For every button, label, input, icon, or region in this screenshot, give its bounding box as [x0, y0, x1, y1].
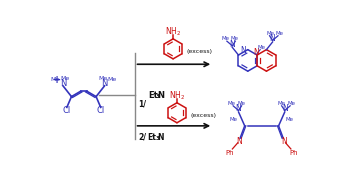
- Text: (excess): (excess): [187, 50, 213, 54]
- Text: Cl: Cl: [63, 106, 71, 115]
- Text: NH$_2$: NH$_2$: [169, 90, 185, 102]
- Text: N: N: [236, 137, 242, 146]
- Text: (excess): (excess): [191, 113, 217, 118]
- Text: N: N: [158, 91, 165, 100]
- Text: Me: Me: [98, 76, 108, 81]
- Text: Ph: Ph: [225, 150, 234, 156]
- Text: Me: Me: [230, 117, 238, 122]
- Text: N: N: [240, 46, 246, 55]
- Text: N: N: [102, 79, 108, 88]
- Text: 3: 3: [155, 94, 159, 99]
- Text: Me: Me: [288, 101, 296, 106]
- Text: Et: Et: [149, 91, 158, 100]
- Text: N: N: [270, 34, 275, 43]
- Text: Et: Et: [148, 133, 156, 142]
- Text: 1/: 1/: [139, 100, 146, 109]
- Text: Me: Me: [51, 77, 60, 82]
- Text: 3: 3: [155, 136, 159, 141]
- Text: Me: Me: [258, 45, 266, 50]
- Text: NH$_2$: NH$_2$: [165, 26, 181, 38]
- Text: Me: Me: [60, 76, 69, 81]
- Text: N: N: [281, 137, 287, 146]
- Text: N: N: [229, 40, 235, 49]
- Text: Ph: Ph: [290, 150, 298, 156]
- Text: Me: Me: [275, 31, 284, 36]
- Text: +: +: [53, 75, 61, 85]
- Text: Me: Me: [221, 36, 229, 41]
- Text: Me: Me: [238, 101, 246, 106]
- Text: 2/: 2/: [139, 133, 146, 142]
- Text: N: N: [236, 104, 241, 113]
- Text: Me: Me: [285, 117, 293, 122]
- Text: Me: Me: [230, 36, 239, 41]
- Text: N: N: [158, 133, 164, 142]
- Text: N: N: [60, 79, 66, 88]
- Text: Me: Me: [228, 101, 236, 106]
- Text: N: N: [253, 48, 259, 57]
- Text: Cl: Cl: [97, 106, 105, 115]
- Text: N: N: [282, 104, 288, 113]
- Text: Me: Me: [266, 31, 274, 36]
- Text: Me: Me: [278, 101, 286, 106]
- Text: Me: Me: [108, 77, 117, 82]
